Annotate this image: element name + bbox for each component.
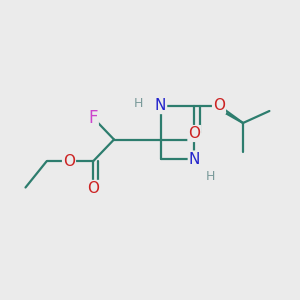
Text: N: N bbox=[155, 98, 166, 113]
Text: O: O bbox=[63, 154, 75, 169]
Text: H: H bbox=[206, 170, 216, 184]
Text: N: N bbox=[189, 152, 200, 166]
Text: F: F bbox=[88, 109, 98, 127]
Text: O: O bbox=[87, 181, 99, 196]
Text: O: O bbox=[188, 126, 200, 141]
Text: H: H bbox=[134, 97, 144, 110]
Text: O: O bbox=[213, 98, 225, 113]
